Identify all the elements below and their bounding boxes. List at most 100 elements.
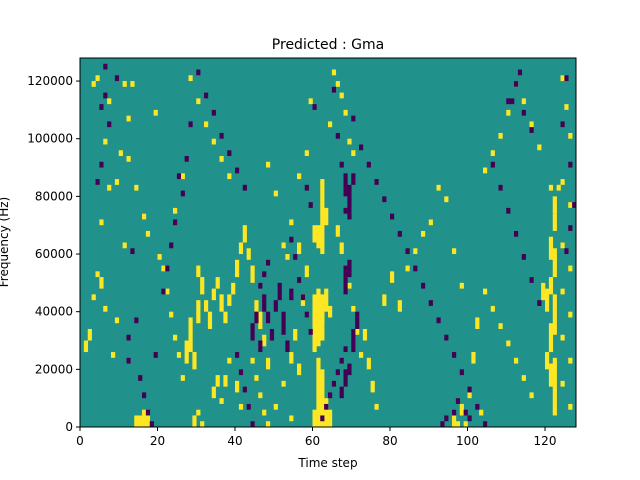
heatmap-cell-low xyxy=(235,167,240,174)
heatmap-cell-low xyxy=(289,236,294,243)
heatmap-cell-high xyxy=(211,288,216,301)
y-tick-label: 40000 xyxy=(35,305,73,319)
axes-frame xyxy=(79,57,577,428)
heatmap-cell-high xyxy=(308,98,313,105)
heatmap-cell-low xyxy=(483,421,488,427)
y-tick-label: 60000 xyxy=(35,247,73,261)
heatmap-cell-high xyxy=(343,109,348,116)
heatmap-cell-high xyxy=(145,230,151,237)
heatmap-cell-high xyxy=(452,415,457,427)
heatmap-cell-high xyxy=(459,403,464,416)
heatmap-cell-high xyxy=(339,242,344,255)
heatmap-cell-high xyxy=(161,265,166,272)
heatmap-cell-high xyxy=(211,138,216,145)
heatmap-cell-high xyxy=(200,421,205,427)
heatmap-cell-high xyxy=(560,288,565,295)
heatmap-cell-high xyxy=(339,92,344,99)
heatmap-cell-low xyxy=(219,132,224,139)
heatmap-cell-high xyxy=(114,317,120,324)
heatmap-cell-low xyxy=(529,127,534,133)
heatmap-cell-low xyxy=(254,311,259,324)
heatmap-cell-high xyxy=(548,236,554,260)
heatmap-cell-low xyxy=(568,225,573,231)
heatmap-cell-high xyxy=(374,403,379,410)
y-tick-label: 120000 xyxy=(27,74,73,88)
heatmap-cell-high xyxy=(196,98,201,105)
heatmap-cell-high xyxy=(227,357,232,364)
heatmap-cell-low xyxy=(250,323,255,341)
heatmap-cell-high xyxy=(529,121,534,128)
heatmap-cell-low xyxy=(455,398,461,404)
heatmap-cell-high xyxy=(211,386,216,399)
heatmap-cell-high xyxy=(498,323,503,329)
heatmap-cell-high xyxy=(560,242,565,249)
heatmap-cell-low xyxy=(506,98,511,105)
heatmap-cell-low xyxy=(390,213,395,220)
heatmap-cell-high xyxy=(568,403,573,410)
heatmap-cell-low xyxy=(142,392,147,399)
heatmap-cell-high xyxy=(289,352,294,364)
heatmap-cell-high xyxy=(459,282,464,289)
heatmap-cell-high xyxy=(235,259,240,278)
heatmap-cell-low xyxy=(359,144,364,151)
heatmap-cell-low xyxy=(99,161,104,168)
heatmap-cell-high xyxy=(556,184,561,191)
heatmap-cell-high xyxy=(95,75,100,82)
heatmap-cell-low xyxy=(343,207,348,214)
heatmap-cell-high xyxy=(142,415,147,427)
heatmap-cell-low xyxy=(521,109,526,116)
heatmap-cell-high xyxy=(250,265,255,283)
x-tick-label: 60 xyxy=(305,434,320,448)
heatmap-cell-high xyxy=(324,398,329,427)
heatmap-cell-high xyxy=(335,81,340,87)
heatmap-cell-high xyxy=(169,311,174,318)
heatmap-cell-high xyxy=(351,150,356,157)
heatmap-cell-high xyxy=(475,317,480,329)
heatmap-cell-high xyxy=(258,392,263,399)
heatmap-cell-low xyxy=(165,265,170,272)
heatmap-cell-low xyxy=(324,403,329,410)
heatmap-cell-low xyxy=(312,104,317,110)
heatmap-cell-high xyxy=(452,248,457,255)
heatmap-cell-high xyxy=(165,288,170,295)
heatmap-cell-high xyxy=(297,173,302,180)
heatmap-cell-low xyxy=(169,242,174,249)
heatmap-cell-high xyxy=(355,328,360,335)
heatmap-cell-low xyxy=(99,104,104,110)
heatmap-cell-high xyxy=(552,213,557,231)
heatmap-cell-low xyxy=(572,202,577,208)
heatmap-cell-high xyxy=(238,242,244,255)
heatmap-cell-high xyxy=(153,109,158,116)
heatmap-cell-high xyxy=(103,305,108,312)
heatmap-cell-low xyxy=(266,311,271,324)
heatmap-cell-low xyxy=(452,352,457,358)
x-axis-ticks: 0 20 40 60 80 100 120 xyxy=(76,427,556,448)
heatmap-cell-low xyxy=(184,156,189,162)
heatmap-cell-low xyxy=(266,259,271,266)
heatmap-cell-high xyxy=(568,311,573,318)
heatmap-cell-low xyxy=(521,254,526,260)
heatmap-cell-low xyxy=(304,311,309,318)
heatmap-cell-low xyxy=(277,282,282,301)
heatmap-cell-high xyxy=(312,305,317,353)
heatmap-cell-high xyxy=(289,415,294,422)
heatmap-cell-high xyxy=(242,225,247,243)
heatmap-cell-low xyxy=(308,202,313,208)
heatmap-background-cells xyxy=(80,58,576,427)
heatmap-cell-high xyxy=(215,375,220,387)
heatmap-cell-high xyxy=(254,300,259,312)
heatmap-cell-high xyxy=(324,207,329,226)
x-tick-label: 0 xyxy=(76,434,84,448)
heatmap-cell-low xyxy=(126,334,131,341)
heatmap-cell-high xyxy=(537,144,542,151)
heatmap-cell-high xyxy=(545,288,550,312)
heatmap-cell-high xyxy=(463,421,468,427)
heatmap-cell-high xyxy=(176,352,182,358)
heatmap-cell-high xyxy=(316,225,321,249)
heatmap-cell-high xyxy=(347,138,352,145)
heatmap-cell-high xyxy=(293,328,298,341)
y-tick-label: 80000 xyxy=(35,189,73,203)
heatmap-cell-high xyxy=(262,334,267,347)
heatmap-cell-high xyxy=(521,375,526,381)
